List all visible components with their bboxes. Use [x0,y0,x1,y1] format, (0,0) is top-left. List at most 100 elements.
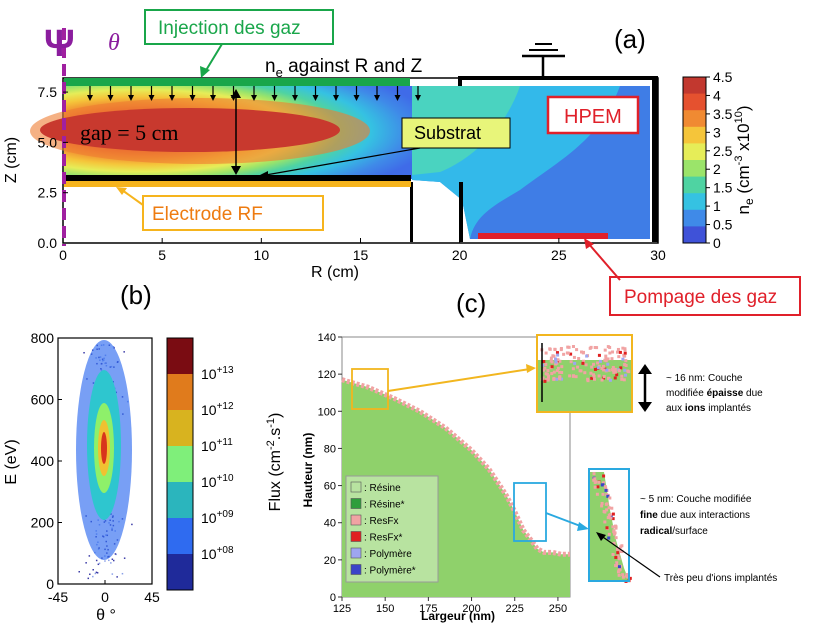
surface-pixel [597,374,601,378]
surface-pixel [591,373,595,377]
zoom1-marker [351,368,389,410]
colorbar-a-tick-label: 1 [713,198,721,214]
x-tick-label: 225 [506,603,524,615]
wall-left [410,182,413,242]
injection-arrowhead [271,95,278,101]
surface-pixel [616,350,620,354]
surface-pixel [615,561,619,565]
surface-pixel [585,354,589,358]
surface-pixel [596,366,600,370]
surface-pixel [589,371,593,375]
surface-pixel [593,480,597,484]
y-tick-label: 40 [324,518,336,530]
x-tick-label: -45 [48,589,68,605]
electrode-pointer-head [116,187,127,195]
plot-a-x-label: R (cm) [311,264,359,281]
x-tick-label: 175 [419,603,437,615]
scatter-point [89,573,91,576]
surface-pixel [616,347,620,351]
surface-pixel [607,376,611,380]
colorbar-b-tick-label: 10+11 [201,437,233,454]
y-tick-label: 0 [330,592,336,604]
colorbar-a-tick-label: 0.5 [713,217,733,233]
scatter-peak [101,432,107,464]
surface-pixel [544,362,548,366]
surface-pixel [545,372,549,376]
surface-pixel [605,502,609,506]
injection-arrowhead [292,95,298,101]
surface-pixel [616,570,620,574]
surface-pixel [614,555,618,559]
injection-pointer-head [200,66,210,78]
scatter-point [123,557,126,559]
surface-pixel [592,362,596,366]
surface-pixel [595,492,599,496]
surface-pixel [593,367,597,371]
plot-a-x-ticks: 0 5 10 15 20 25 30 [59,238,666,263]
y-tick-label: 2.5 [38,185,58,201]
surface-pixel [596,485,600,489]
legend-swatch [350,498,362,509]
colorbar-a-tick-label: 2.5 [713,143,733,159]
zoom2-marker [513,482,547,542]
surface-pixel [610,506,614,510]
surface-pixel [624,359,628,363]
y-tick-label: 400 [31,453,55,469]
surface-pixel [623,368,627,372]
scatter-point [111,558,114,561]
substrat-arrowhead [258,171,268,179]
x-tick-label: 150 [376,603,394,615]
legend-swatch [350,564,362,575]
few-ions-pointer [599,534,661,578]
scatter-point [85,562,87,564]
x-tick-label: 15 [353,247,369,263]
zoom-inset-1-frame [536,334,633,413]
surface-pixel [549,359,553,363]
surface-pixel [552,370,556,374]
surface-pixel [619,545,623,549]
colorbar-b-frame [166,337,194,591]
surface-pixel [552,377,556,381]
colorbar-b-segment [167,446,193,483]
surface-pixel [555,369,559,373]
colorbar-a-tick-label: 0 [713,235,721,251]
scatter-point [92,575,94,578]
surface-pixel [554,360,558,364]
colorbar-b-segment [167,410,193,447]
surface-pixel [602,368,606,372]
surface-pixel [614,526,618,530]
colorbar-a-tick-label: 3 [713,124,721,140]
surface-pixel [542,368,546,372]
surface-pixel [620,374,624,378]
surface-pixel [597,480,601,484]
scatter-point [110,562,112,564]
surface-pixel [623,348,627,352]
surface-pixel [611,517,615,521]
colorbar-b-tick-label: 10+10 [201,473,234,490]
legend-label: : ResFx* [364,533,402,544]
contour-level-45 [40,108,340,152]
injection-arrowhead [415,95,421,101]
surface-pixel [566,351,570,355]
y-tick-label: 7.5 [38,84,58,100]
colorbar-a-tick-label: 4 [713,87,721,103]
scatter-point [83,351,85,354]
surface-pixel [546,376,550,380]
surface-pixel [569,352,573,356]
colorbar-a-segment [683,93,706,111]
surface-pixel [600,378,604,382]
surface-pixel [574,375,578,379]
colorbar-a-segment [683,160,706,178]
injection-arrowhead [169,95,175,101]
ground-icon [522,43,565,80]
surface-pixel [613,367,617,371]
surface-pixel [607,536,611,540]
surface-pixel [620,377,624,381]
wall-top-right [458,76,658,80]
y-tick-label: 60 [324,481,336,493]
surface-pixel [543,379,547,383]
electrode-pointer [121,189,144,206]
legend-label: : Résine [364,483,401,494]
injection-arrowhead [128,95,134,101]
annotation-1: ~ 16 nm: Couche modifiée épaisse due aux… [666,373,766,414]
